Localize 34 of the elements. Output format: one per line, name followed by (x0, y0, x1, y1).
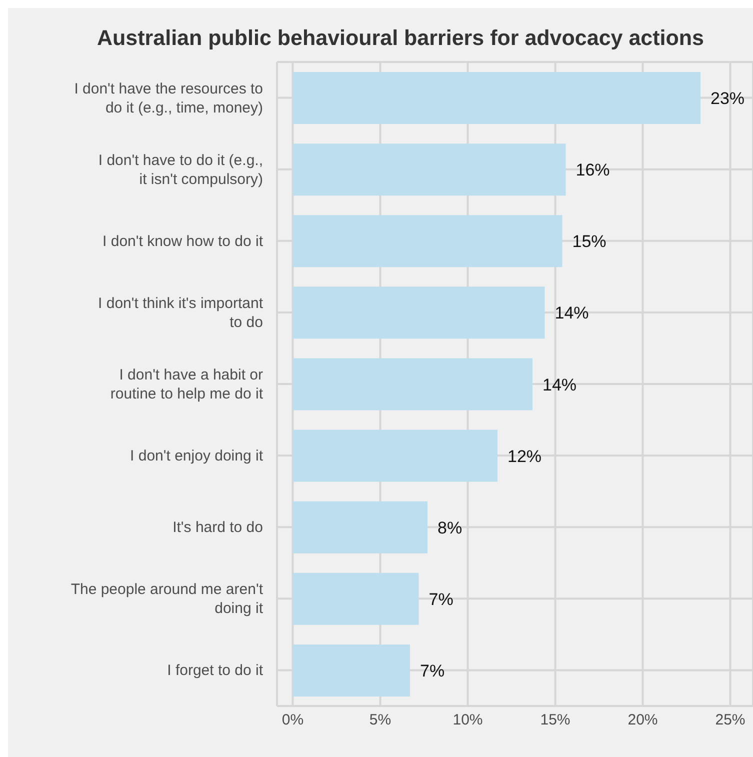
data-label: 14% (554, 304, 589, 323)
data-label: 7% (428, 590, 454, 609)
y-tick-label: I don't think it's important to do (98, 294, 264, 331)
bar (292, 144, 566, 196)
bar (292, 72, 700, 124)
bar (292, 501, 428, 554)
data-label: 7% (420, 661, 445, 680)
y-tick-label: It's hard to do (172, 519, 263, 536)
y-tick-label: The people around me aren't doing it (70, 581, 264, 618)
x-tick-label: 15% (540, 712, 570, 729)
data-label: 12% (508, 446, 542, 466)
y-tick-label: I don't have to do it (e.g., it isn't compulsory) (98, 152, 263, 188)
x-tick-label: 0% (282, 712, 304, 729)
data-label: 15% (572, 232, 606, 252)
y-tick-label: I don't know how to do it (102, 232, 264, 250)
bar (292, 572, 419, 625)
x-tick-label: 20% (628, 712, 658, 729)
bar (292, 286, 545, 339)
data-label: 16% (576, 160, 610, 180)
x-tick-label: 25% (715, 712, 746, 729)
bar (292, 215, 562, 268)
chart-title: Australian public behavioural barriers for advocacy actions (96, 26, 705, 51)
y-tick-label: I don't have the resources to do it (e.g., time, money) (74, 80, 263, 116)
y-tick-label: I forget to do it (167, 662, 264, 680)
y-tick-label: I don't enjoy doing it (130, 448, 264, 465)
data-label: 8% (438, 518, 462, 538)
data-label: 14% (542, 375, 577, 394)
x-tick-label: 10% (452, 712, 483, 729)
bar (292, 430, 498, 482)
data-label: 23% (710, 89, 745, 108)
y-tick-label: I don't have a habit or routine to help me do it (110, 366, 264, 402)
bar (292, 358, 532, 410)
x-tick-label: 5% (369, 712, 392, 729)
bar (292, 644, 410, 696)
